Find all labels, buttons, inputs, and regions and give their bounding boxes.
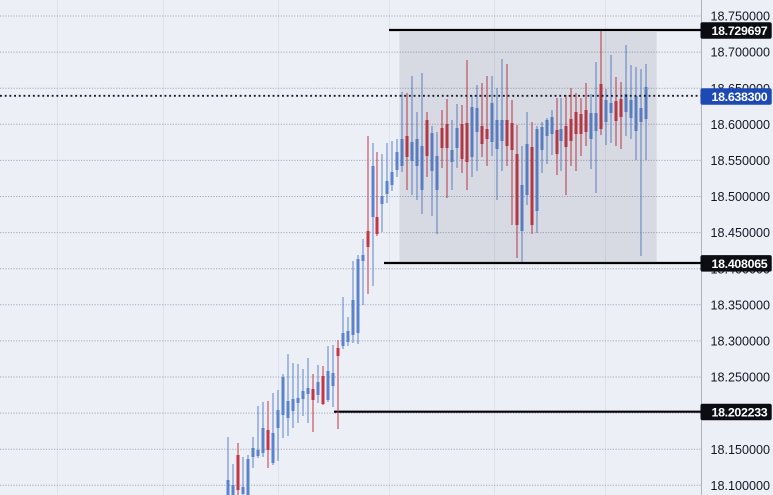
svg-text:18.600000: 18.600000 xyxy=(711,118,771,132)
svg-text:18.350000: 18.350000 xyxy=(711,298,771,312)
svg-text:18.729697: 18.729697 xyxy=(712,24,768,38)
svg-text:18.638300: 18.638300 xyxy=(712,90,768,104)
svg-text:18.450000: 18.450000 xyxy=(711,226,771,240)
svg-text:18.300000: 18.300000 xyxy=(711,335,771,349)
svg-text:18.202233: 18.202233 xyxy=(712,406,768,420)
svg-text:18.700000: 18.700000 xyxy=(711,46,771,60)
svg-text:18.408065: 18.408065 xyxy=(712,257,768,271)
svg-text:18.550000: 18.550000 xyxy=(711,154,771,168)
svg-text:18.250000: 18.250000 xyxy=(711,371,771,385)
svg-text:18.500000: 18.500000 xyxy=(711,190,771,204)
svg-text:18.100000: 18.100000 xyxy=(711,479,771,493)
svg-text:18.150000: 18.150000 xyxy=(711,443,771,457)
svg-text:18.750000: 18.750000 xyxy=(711,10,771,24)
